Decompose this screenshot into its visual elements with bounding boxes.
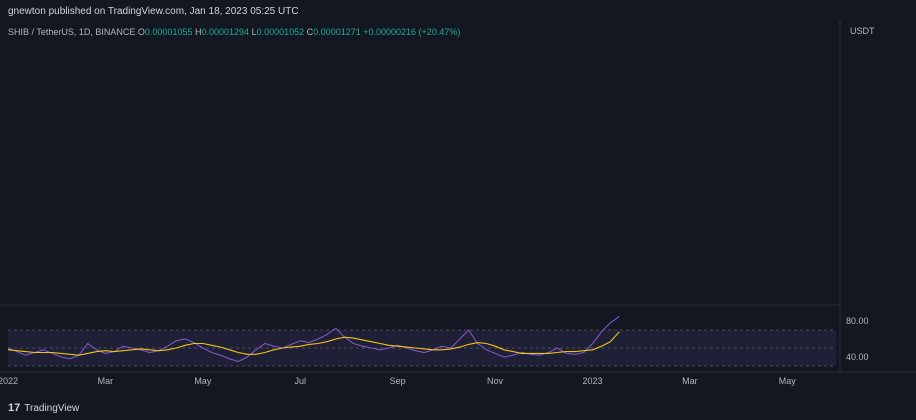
- tradingview-logo-icon: 17: [8, 402, 21, 414]
- time-tick-label: Mar: [98, 376, 114, 386]
- time-tick-label: Jul: [294, 376, 306, 386]
- published-line: gnewton published on TradingView.com, Ja…: [8, 6, 299, 17]
- rsi-pane: [7, 316, 836, 367]
- close-label: C: [306, 27, 314, 37]
- rsi-line: [7, 316, 620, 363]
- time-tick-label: Sep: [390, 376, 406, 386]
- high-value: 0.00001294: [201, 27, 250, 37]
- symbol-line: SHIB / TetherUS, 1D, BINANCE O0.00001055…: [8, 27, 460, 37]
- brand-name: TradingView: [24, 402, 80, 414]
- close-value: 0.00001271: [313, 27, 361, 37]
- time-tick-label: Nov: [487, 376, 504, 386]
- footer: 17 TradingView: [8, 402, 79, 414]
- price-axis-unit: USDT: [850, 26, 875, 36]
- time-tick-label: May: [194, 376, 212, 386]
- symbol-name: SHIB / TetherUS, 1D, BINANCE: [8, 27, 136, 37]
- open-value: 0.00001055: [144, 27, 193, 37]
- time-tick-label: May: [779, 376, 797, 386]
- low-label: L: [251, 27, 257, 37]
- time-tick-label: 2023: [582, 376, 602, 386]
- grid: [0, 20, 916, 373]
- axes: USDT0.000030000.000025000.000020000.0000…: [0, 26, 875, 386]
- high-label: H: [195, 27, 202, 37]
- change-value: +0.00000216 (+20.47%): [363, 27, 461, 37]
- rsi-tick-label: 40.00: [846, 352, 869, 362]
- rsi-ma-line: [7, 331, 620, 356]
- low-value: 0.00001052: [256, 27, 305, 37]
- open-label: O: [137, 27, 145, 37]
- rsi-tick-label: 80.00: [846, 316, 869, 326]
- time-tick-label: Mar: [682, 376, 698, 386]
- time-tick-label: 2022: [0, 376, 18, 386]
